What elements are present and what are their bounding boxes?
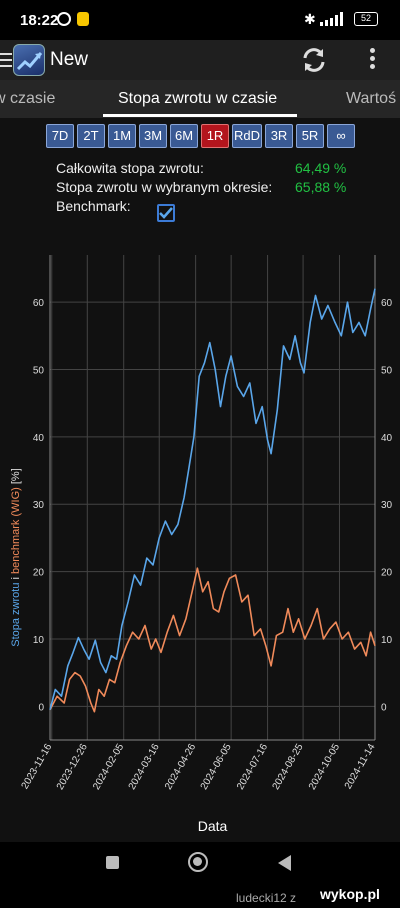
battery-icon: 52 <box>354 12 378 26</box>
period-button-5r[interactable]: 5R <box>296 124 324 148</box>
bluetooth-icon: ✱ <box>304 11 316 27</box>
period-selector: 7D 2T 1M 3M 6M 1R RdD 3R 5R ∞ <box>46 124 355 148</box>
y-tick-label-left: 60 <box>33 298 45 309</box>
x-tick-label: 2023-12-26 <box>55 742 90 792</box>
period-button-1m[interactable]: 1M <box>108 124 136 148</box>
signal-icon <box>320 12 348 26</box>
recents-button-icon[interactable] <box>106 856 119 869</box>
tab-bar: w czasie Stopa zwrotu w czasie Wartoś <box>0 80 400 118</box>
x-tick-label: 2024-02-05 <box>91 742 126 792</box>
checkmark-icon <box>159 207 173 219</box>
watermark-logo: wykop.pl <box>320 886 380 902</box>
status-bar: 18:22 ✱ 52 <box>0 0 400 40</box>
y-tick-label-right: 40 <box>381 433 393 444</box>
period-return-label: Stopa zwrotu w wybranym okresie: <box>56 179 273 195</box>
y-tick-label-left: 20 <box>33 568 45 579</box>
x-tick-label: 2024-11-14 <box>343 742 378 792</box>
drawer-menu-icon[interactable] <box>0 53 12 67</box>
period-button-6m[interactable]: 6M <box>170 124 198 148</box>
y-tick-label-right: 20 <box>381 568 393 579</box>
status-time: 18:22 <box>20 12 59 29</box>
y-tick-label-right: 30 <box>381 500 393 511</box>
y-tick-label-right: 10 <box>381 635 393 646</box>
watermark-text: ludecki12 z <box>236 891 297 905</box>
period-return-value: 65,88 % <box>295 179 347 195</box>
period-button-3m[interactable]: 3M <box>139 124 167 148</box>
y-axis-label: Stopa zwrotu i benchmark (WIG) [%] <box>10 468 22 647</box>
y-axis-label-part: i <box>10 574 22 583</box>
period-button-1r[interactable]: 1R <box>201 124 229 148</box>
y-tick-label-left: 40 <box>33 433 45 444</box>
series-line-portfolio <box>49 288 376 710</box>
alarm-icon <box>57 12 71 26</box>
y-axis-label-part: Stopa zwrotu <box>10 583 22 647</box>
tab-indicator <box>103 114 297 117</box>
y-axis-label-part: [%] <box>10 468 22 487</box>
benchmark-label: Benchmark: <box>56 198 131 214</box>
total-return-label: Całkowita stopa zwrotu: <box>56 160 204 176</box>
tab-value-over-time-left[interactable]: w czasie <box>0 90 56 107</box>
y-tick-label-left: 50 <box>33 366 45 377</box>
benchmark-checkbox[interactable] <box>157 204 175 222</box>
total-return-value: 64,49 % <box>295 160 347 176</box>
x-tick-label: 2024-03-16 <box>127 742 162 792</box>
return-stats: Całkowita stopa zwrotu: 64,49 % Stopa zw… <box>56 160 376 217</box>
x-tick-label: 2024-07-16 <box>235 742 270 792</box>
y-tick-label-right: 60 <box>381 298 393 309</box>
app-title: New <box>50 49 89 70</box>
x-tick-label: 2024-04-26 <box>163 742 198 792</box>
y-tick-label-left: 0 <box>38 702 44 713</box>
app-logo-icon[interactable] <box>13 44 45 76</box>
period-button-rdd[interactable]: RdD <box>232 124 262 148</box>
return-chart[interactable]: 0 0 10 10 20 20 30 30 40 40 50 50 60 60 2023-11-16 2023… <box>0 250 400 840</box>
x-tick-label: 2024-10-05 <box>307 742 342 792</box>
notification-icon <box>77 12 89 26</box>
tab-value-right[interactable]: Wartoś <box>346 90 397 107</box>
x-tick-label: 2023-11-16 <box>20 742 55 792</box>
x-tick-label: 2024-08-25 <box>271 742 306 792</box>
y-tick-label-right: 50 <box>381 366 393 377</box>
period-button-all[interactable]: ∞ <box>327 124 355 148</box>
home-button-icon[interactable] <box>188 852 208 872</box>
more-options-icon[interactable] <box>364 48 380 72</box>
y-tick-label-right: 0 <box>381 702 387 713</box>
x-tick-label: 2024-06-05 <box>199 742 234 792</box>
y-tick-label-left: 30 <box>33 500 45 511</box>
x-axis-label: Data <box>198 818 228 834</box>
refresh-icon[interactable] <box>300 46 328 74</box>
period-button-2t[interactable]: 2T <box>77 124 105 148</box>
tab-return-over-time[interactable]: Stopa zwrotu w czasie <box>118 90 278 107</box>
period-button-3r[interactable]: 3R <box>265 124 293 148</box>
y-tick-label-left: 10 <box>33 635 45 646</box>
back-button-icon[interactable] <box>278 855 291 871</box>
app-bar: New <box>0 40 400 80</box>
y-axis-label-part: benchmark (WIG) <box>10 487 22 574</box>
series-line-benchmark <box>49 567 376 713</box>
period-button-7d[interactable]: 7D <box>46 124 74 148</box>
content-area <box>0 118 400 842</box>
system-nav-bar: ludecki12 z wykop.pl <box>0 842 400 908</box>
